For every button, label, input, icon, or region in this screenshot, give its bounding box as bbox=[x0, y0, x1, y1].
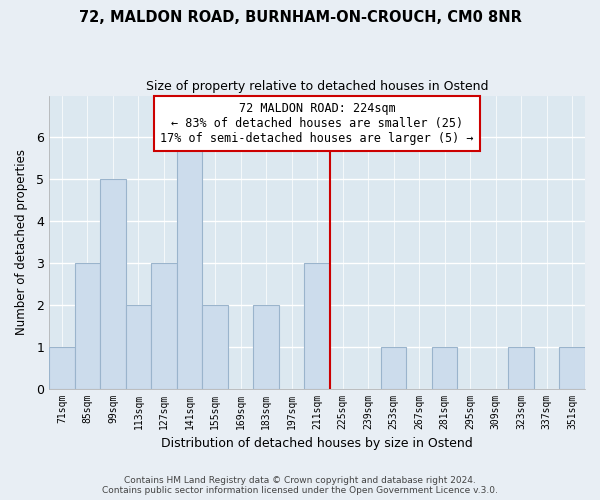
Bar bbox=[126, 305, 151, 388]
Y-axis label: Number of detached properties: Number of detached properties bbox=[15, 149, 28, 335]
Bar bbox=[177, 138, 202, 388]
Bar bbox=[202, 305, 228, 388]
Bar bbox=[253, 305, 279, 388]
Bar bbox=[100, 180, 126, 388]
Bar bbox=[75, 263, 100, 388]
Bar bbox=[508, 346, 534, 389]
Text: Contains HM Land Registry data © Crown copyright and database right 2024.
Contai: Contains HM Land Registry data © Crown c… bbox=[102, 476, 498, 495]
Bar bbox=[381, 346, 406, 389]
X-axis label: Distribution of detached houses by size in Ostend: Distribution of detached houses by size … bbox=[161, 437, 473, 450]
Title: Size of property relative to detached houses in Ostend: Size of property relative to detached ho… bbox=[146, 80, 488, 93]
Text: 72, MALDON ROAD, BURNHAM-ON-CROUCH, CM0 8NR: 72, MALDON ROAD, BURNHAM-ON-CROUCH, CM0 … bbox=[79, 10, 521, 25]
Bar bbox=[49, 346, 75, 389]
Bar bbox=[304, 263, 330, 388]
Bar bbox=[151, 263, 177, 388]
Text: 72 MALDON ROAD: 224sqm
← 83% of detached houses are smaller (25)
17% of semi-det: 72 MALDON ROAD: 224sqm ← 83% of detached… bbox=[160, 102, 474, 145]
Bar bbox=[432, 346, 457, 389]
Bar bbox=[559, 346, 585, 389]
